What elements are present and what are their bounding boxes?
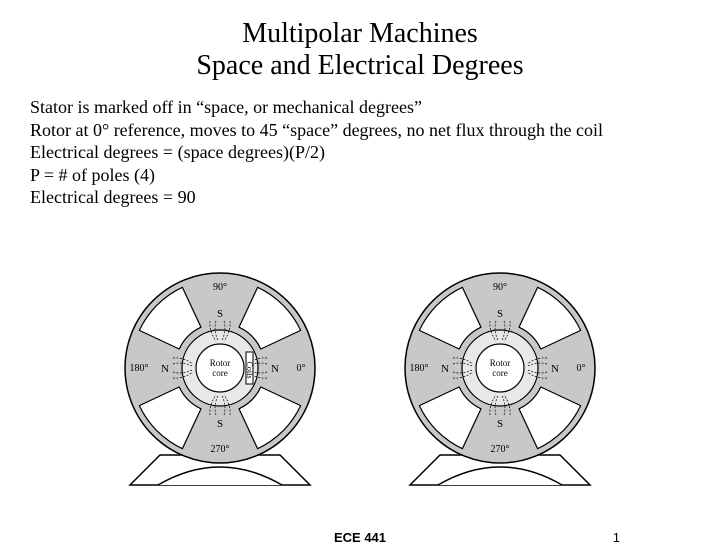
body-line: Stator is marked off in “space, or mecha… (30, 96, 690, 119)
body-text: Stator is marked off in “space, or mecha… (0, 82, 720, 209)
course-code: ECE 441 (334, 530, 386, 545)
svg-text:0°: 0° (297, 363, 306, 374)
body-line: Rotor at 0° reference, moves to 45 “spac… (30, 119, 690, 142)
body-line: Electrical degrees = 90 (30, 186, 690, 209)
svg-text:N: N (271, 363, 279, 375)
svg-text:180°: 180° (410, 363, 429, 374)
svg-text:core: core (492, 368, 508, 378)
body-line: P = # of poles (4) (30, 164, 690, 187)
svg-text:Rotor: Rotor (490, 358, 511, 368)
svg-text:N: N (551, 363, 559, 375)
svg-text:Coils: Coils (245, 362, 254, 379)
svg-text:0°: 0° (577, 363, 586, 374)
svg-text:S: S (217, 418, 223, 430)
page-number: 1 (613, 530, 620, 545)
slide-title: Multipolar Machines Space and Electrical… (0, 0, 720, 82)
figures-row: Rotorcore90°0°270°180°SNSNCoils Rotorcor… (0, 268, 720, 498)
title-line-1: Multipolar Machines (0, 18, 720, 50)
svg-text:180°: 180° (130, 363, 149, 374)
machine-diagram-right: Rotorcore 90° 0° 270° 180° S N S N (375, 268, 625, 498)
svg-text:270°: 270° (211, 444, 230, 455)
machine-diagram-left: Rotorcore 90° 0° 270° 180° S N S N Coils (95, 268, 345, 498)
title-line-2: Space and Electrical Degrees (0, 50, 720, 82)
svg-text:90°: 90° (493, 282, 507, 293)
svg-text:N: N (441, 363, 449, 375)
svg-text:S: S (497, 308, 503, 320)
svg-text:S: S (217, 308, 223, 320)
svg-text:90°: 90° (213, 282, 227, 293)
body-line: Electrical degrees = (space degrees)(P/2… (30, 141, 690, 164)
svg-text:core: core (212, 368, 228, 378)
svg-text:Rotor: Rotor (210, 358, 231, 368)
svg-text:270°: 270° (491, 444, 510, 455)
svg-text:S: S (497, 418, 503, 430)
svg-text:N: N (161, 363, 169, 375)
